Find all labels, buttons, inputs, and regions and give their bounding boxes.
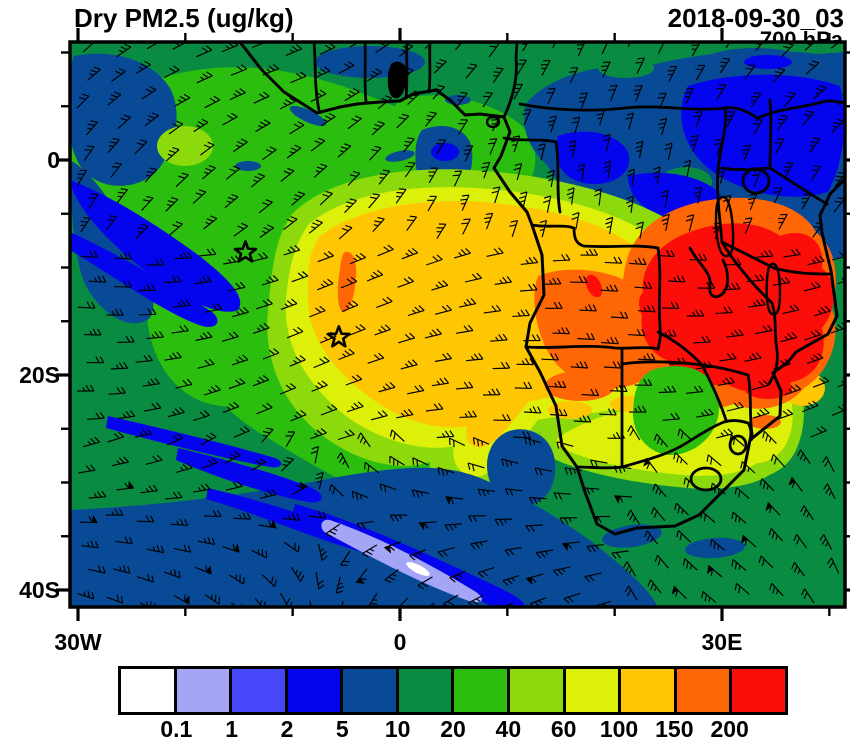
colorbar-level-label: 10 <box>384 716 411 742</box>
colorbar-level-label: 2 <box>280 716 294 742</box>
page-title: Dry PM2.5 (ug/kg) <box>74 3 294 33</box>
x-tick-label: 0 <box>394 629 407 655</box>
y-tick-label: 40S <box>19 577 60 603</box>
star-marker <box>327 325 351 348</box>
colorbar-cell <box>284 669 341 712</box>
colorbar-labels: 0.1 1 2 5 10 20 40 60 100 150 200 <box>121 716 785 746</box>
colorbar-level-label: 1 <box>225 716 239 742</box>
colorbar-cell <box>340 669 396 712</box>
colorbar-level-label: 5 <box>335 716 349 742</box>
wind-barbs-layer <box>76 42 845 607</box>
station-markers-layer <box>233 240 351 348</box>
star-marker <box>233 240 258 263</box>
map-frame <box>68 40 847 609</box>
colorbar-level-label: 20 <box>440 716 466 742</box>
datetime-label: 2018-09-30_03 <box>667 3 844 33</box>
colorbar-level-label: 100 <box>599 716 639 742</box>
axis-labels: 30W 0 30E 0 20S 40S <box>19 147 742 655</box>
colorbar-cell <box>173 669 230 712</box>
colorbar-level-label: 40 <box>495 716 522 742</box>
colorbar-cell <box>562 669 619 712</box>
map-area <box>70 42 845 607</box>
colorbar-cell <box>121 669 174 712</box>
colorbar-cell <box>673 669 730 712</box>
colorbar-level-label: 0.1 <box>160 716 193 742</box>
colorbar-level-label: 150 <box>655 716 694 742</box>
colorbar-cell <box>507 669 563 712</box>
colorbar-level-label: 60 <box>550 716 577 742</box>
colorbar <box>118 666 788 715</box>
colorbar-cell <box>729 669 785 712</box>
x-tick-label: 30E <box>702 629 743 655</box>
colorbar-cell <box>618 669 674 712</box>
colorbar-level-label: 200 <box>710 716 749 742</box>
y-tick-label: 0 <box>47 147 60 173</box>
colorbar-cell <box>395 669 452 712</box>
x-tick-label: 30W <box>54 629 102 655</box>
y-tick-label: 20S <box>19 362 60 388</box>
colorbar-cell <box>451 669 508 712</box>
contour-fill-layer <box>70 42 845 607</box>
colorbar-cell <box>229 669 285 712</box>
